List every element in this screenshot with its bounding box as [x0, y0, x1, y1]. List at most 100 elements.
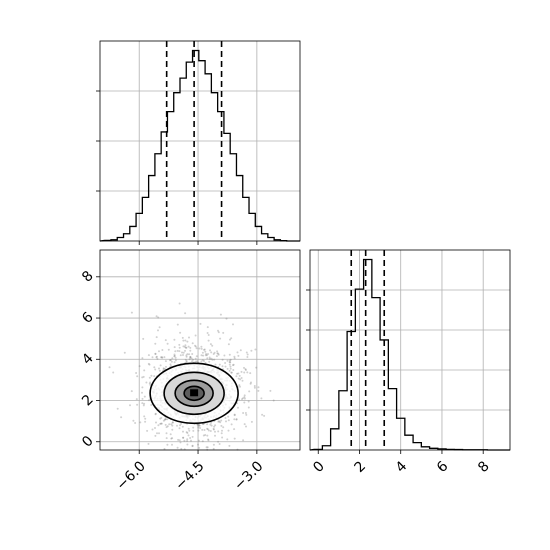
- scatter-point: [217, 329, 219, 332]
- scatter-point: [129, 404, 131, 407]
- scatter-point: [217, 430, 220, 433]
- scatter-point: [189, 437, 192, 439]
- scatter-point: [178, 427, 181, 430]
- x-tick-label: 0: [310, 458, 328, 476]
- scatter-point: [160, 422, 163, 425]
- scatter-point: [212, 428, 215, 431]
- scatter-point: [123, 351, 126, 354]
- scatter-point: [141, 397, 144, 400]
- scatter-point: [205, 354, 208, 357]
- grid-lines: [310, 250, 510, 450]
- histogram-outline: [309, 258, 510, 451]
- x-tick-label: 8: [475, 458, 493, 476]
- scatter-point: [250, 381, 252, 384]
- scatter-point: [214, 363, 217, 366]
- scatter-point: [228, 444, 231, 447]
- scatter-point: [157, 329, 159, 332]
- scatter-point: [233, 418, 236, 421]
- scatter-point: [151, 356, 154, 359]
- scatter-point: [163, 356, 166, 359]
- scatter-point: [230, 423, 233, 426]
- scatter-point: [147, 362, 150, 365]
- scatter-point: [153, 366, 156, 369]
- scatter-point: [176, 424, 178, 427]
- scatter-point: [146, 429, 149, 432]
- scatter-point: [165, 426, 168, 429]
- scatter-point: [186, 440, 189, 442]
- scatter-point: [189, 355, 192, 358]
- scatter-point: [165, 432, 168, 435]
- scatter-point: [237, 372, 240, 375]
- scatter-point: [194, 344, 196, 347]
- scatter-point: [207, 429, 210, 432]
- scatter-point: [243, 401, 246, 404]
- scatter-point: [186, 432, 189, 434]
- scatter-point: [155, 336, 158, 339]
- scatter-point: [191, 444, 194, 447]
- scatter-point: [186, 340, 189, 343]
- scatter-point: [215, 355, 218, 358]
- scatter-point: [189, 349, 192, 352]
- scatter-point: [247, 400, 250, 403]
- scatter-point: [235, 418, 238, 421]
- scatter-point: [142, 375, 145, 378]
- scatter-point: [154, 352, 157, 355]
- scatter-point: [235, 418, 238, 421]
- scatter-point: [164, 418, 167, 421]
- scatter-point: [164, 423, 167, 426]
- scatter-point: [178, 343, 181, 346]
- scatter-point: [205, 446, 208, 449]
- scatter-point: [241, 379, 244, 382]
- scatter-point: [170, 360, 173, 363]
- scatter-point: [217, 352, 220, 355]
- scatter-point: [230, 371, 233, 374]
- density-peak: [190, 389, 199, 397]
- scatter-point: [243, 397, 246, 400]
- scatter-point: [213, 351, 216, 354]
- x-tick-labels: −6.0 −4.5 −3.0: [113, 458, 266, 493]
- scatter-point: [203, 348, 206, 351]
- scatter-point: [182, 430, 184, 433]
- scatter-point: [178, 350, 181, 353]
- scatter-point: [136, 375, 139, 378]
- scatter-point: [171, 428, 174, 431]
- scatter-point: [162, 419, 165, 422]
- scatter-point: [210, 351, 213, 354]
- scatter-point: [187, 427, 190, 430]
- scatter-point: [155, 355, 158, 358]
- scatter-point: [138, 365, 141, 368]
- scatter-point: [248, 390, 251, 393]
- scatter-point: [176, 349, 179, 352]
- scatter-point: [209, 358, 211, 360]
- scatter-point: [208, 360, 211, 363]
- scatter-point: [166, 418, 169, 421]
- scatter-point: [207, 339, 210, 342]
- scatter-point: [244, 368, 247, 371]
- scatter-point: [141, 357, 144, 360]
- panel-frame: [99, 249, 301, 451]
- scatter-point: [237, 406, 239, 409]
- scatter-point: [233, 437, 236, 440]
- scatter-point: [224, 362, 227, 364]
- scatter-point: [176, 323, 179, 326]
- scatter-point: [181, 425, 184, 428]
- scatter-point: [161, 349, 164, 351]
- scatter-point: [200, 354, 203, 357]
- scatter-point: [179, 331, 182, 334]
- grid-lines: [100, 250, 300, 450]
- scatter-point: [162, 368, 165, 370]
- scatter-point: [207, 353, 209, 355]
- scatter-point: [233, 357, 236, 360]
- scatter-point: [239, 385, 241, 388]
- scatter-point: [227, 415, 230, 418]
- scatter-point: [141, 402, 144, 405]
- scatter-point: [157, 424, 160, 427]
- scatter-point: [156, 432, 158, 435]
- scatter-point: [244, 369, 247, 371]
- scatter-point: [205, 353, 208, 355]
- x-tick-label: −3.0: [231, 458, 266, 493]
- scatter-point: [160, 356, 162, 359]
- scatter-point: [269, 389, 272, 392]
- scatter-point: [141, 376, 144, 379]
- scatter-point: [232, 323, 234, 326]
